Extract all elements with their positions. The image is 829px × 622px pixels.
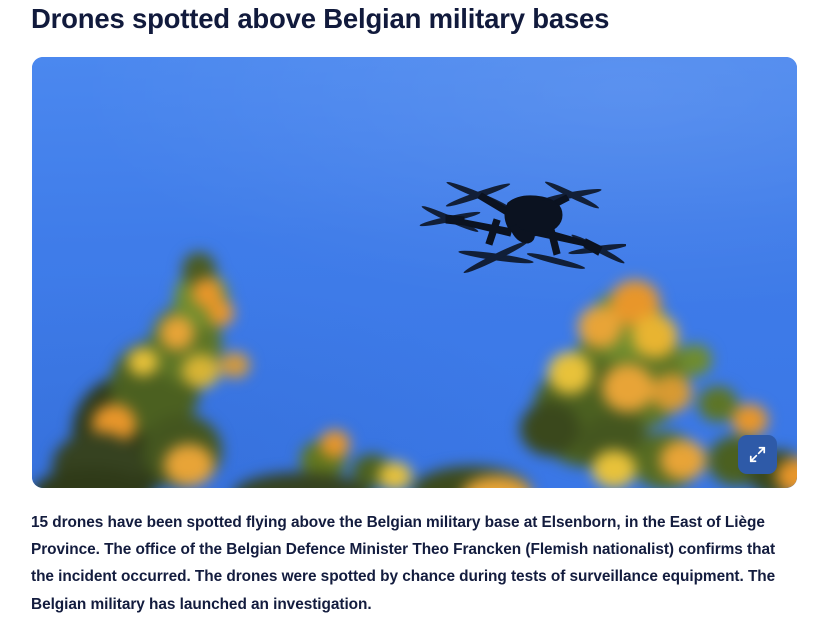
expand-image-button[interactable] — [738, 435, 777, 474]
sky-vignette — [32, 57, 797, 488]
expand-arrows-icon — [748, 445, 767, 464]
page-title: Drones spotted above Belgian military ba… — [31, 3, 610, 34]
article-body: 15 drones have been spotted flying above… — [31, 514, 776, 613]
drone-subject — [416, 157, 626, 277]
article-image[interactable] — [32, 57, 797, 488]
